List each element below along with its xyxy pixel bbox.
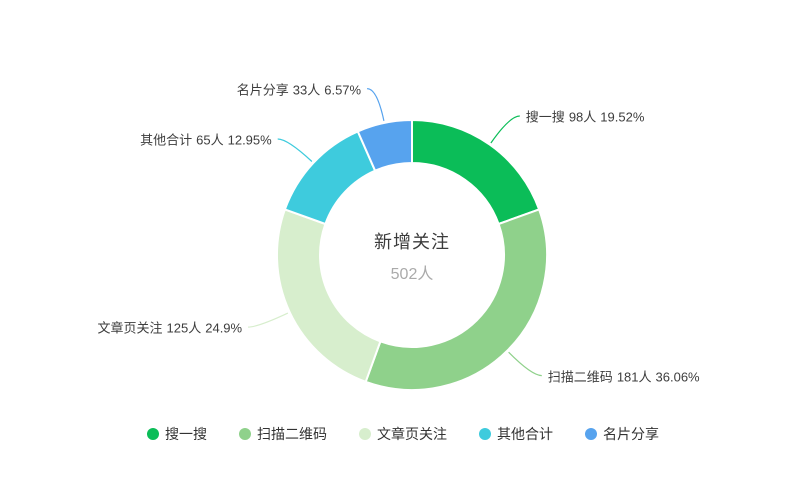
slice-percent: 12.95% (227, 132, 272, 148)
legend-dot-icon (359, 428, 371, 440)
slice-count: 181人 (616, 369, 652, 385)
slice-name: 文章页关注 (97, 320, 163, 336)
legend-label: 名片分享 (603, 426, 659, 442)
legend-label: 文章页关注 (377, 426, 447, 442)
donut-slice-5[interactable] (356, 119, 413, 172)
chart-legend: 搜一搜 扫描二维码 文章页关注 其他合计 名片分享 (0, 424, 806, 444)
slice-percent: 36.06% (655, 369, 700, 385)
legend-item-article-page[interactable]: 文章页关注 (359, 424, 447, 444)
label-line-5 (366, 88, 385, 122)
legend-label: 搜一搜 (165, 426, 207, 442)
legend-item-scan-qrcode[interactable]: 扫描二维码 (239, 424, 327, 444)
legend-dot-icon (479, 428, 491, 440)
slice-label-card-share: 名片分享 33人 6.57% (237, 79, 361, 98)
legend-dot-icon (239, 428, 251, 440)
slice-percent: 19.52% (600, 109, 645, 125)
slice-count: 65人 (196, 132, 224, 148)
slice-name: 名片分享 (236, 82, 289, 98)
slice-label-article-page: 文章页关注 125人 24.9% (98, 318, 243, 337)
slice-label-scan-qrcode: 扫描二维码 181人 36.06% (548, 366, 700, 385)
slice-percent: 6.57% (324, 82, 362, 98)
legend-item-souyisou[interactable]: 搜一搜 (147, 424, 207, 444)
slice-count: 33人 (292, 82, 321, 98)
legend-item-card-share[interactable]: 名片分享 (585, 424, 659, 444)
slice-label-other-total: 其他合计 65人 12.95% (140, 130, 272, 149)
slice-percent: 24.9% (205, 320, 243, 336)
legend-label: 其他合计 (497, 426, 553, 442)
donut-slice-3[interactable] (275, 208, 382, 383)
donut-slice-2[interactable] (364, 208, 549, 391)
slice-count: 98人 (568, 109, 597, 125)
donut-slice-1[interactable] (411, 119, 541, 225)
legend-dot-icon (147, 428, 159, 440)
slice-name: 搜一搜 (525, 109, 565, 125)
label-line-3 (248, 312, 289, 328)
legend-dot-icon (585, 428, 597, 440)
label-line-1 (490, 115, 520, 144)
slice-name: 其他合计 (140, 132, 193, 148)
label-line-4 (277, 138, 313, 162)
slice-name: 扫描二维码 (547, 369, 613, 385)
slice-count: 125人 (166, 320, 202, 336)
donut-slice-4[interactable] (283, 130, 377, 225)
legend-item-other-total[interactable]: 其他合计 (479, 424, 553, 444)
legend-label: 扫描二维码 (257, 426, 327, 442)
slice-label-souyisou: 搜一搜 98人 19.52% (526, 107, 645, 126)
label-line-2 (508, 351, 542, 377)
